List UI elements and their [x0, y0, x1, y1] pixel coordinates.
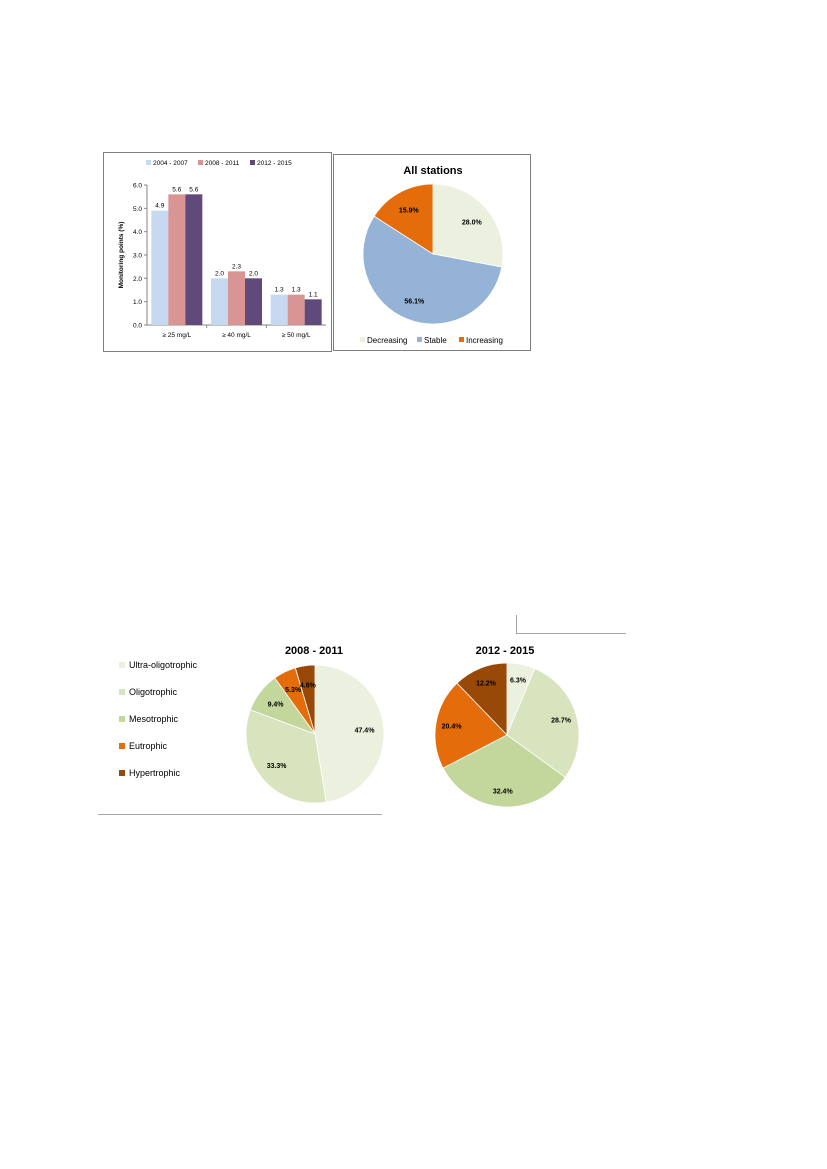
legend-swatch — [119, 689, 125, 695]
legend-swatch — [119, 662, 125, 668]
bar-data-label: 1.3 — [292, 287, 301, 294]
legend-label-2004-2007: 2004 - 2007 — [153, 160, 188, 167]
legend-swatch-2008-2011 — [198, 160, 203, 165]
y-tick-label: 4.0 — [133, 229, 142, 236]
y-tick-label: 3.0 — [133, 253, 142, 260]
bar-data-label: 1.3 — [275, 287, 284, 294]
frame-line-vertical — [516, 615, 517, 634]
pie-2008-2011-slice-ultra-oligotrophic — [314, 664, 385, 803]
legend-swatch-increasing — [459, 337, 464, 342]
all-stations-title: All stations — [403, 165, 462, 177]
legend-item-hypertrophic: Hypertrophic — [119, 768, 180, 778]
pie-2012-2015-label-eutrophic: 20.4% — [442, 723, 463, 730]
legend-label: Ultra-oligotrophic — [129, 660, 198, 670]
x-tick-label: ≥ 50 mg/L — [282, 332, 311, 339]
bar-data-label: 2.3 — [232, 263, 241, 270]
bar-data-label: 2.0 — [249, 270, 258, 277]
legend-item-oligotrophic: Oligotrophic — [119, 687, 177, 697]
y-tick-label: 2.0 — [133, 276, 142, 283]
legend-label: Mesotrophic — [129, 714, 179, 724]
bar-2012-2015-3 — [304, 299, 322, 325]
pie-2008-2011-slice-hypertrophic — [294, 664, 316, 735]
pie-2012-2015-label-hypertrophic: 12.2% — [476, 680, 497, 687]
all-stations-label-increasing: 15.9% — [399, 207, 420, 214]
pie-2008-2011-label-oligotrophic: 33.3% — [267, 763, 288, 770]
pie-2012-2015-slice-mesotrophic — [442, 734, 566, 808]
x-tick-label: ≥ 40 mg/L — [222, 332, 251, 339]
pie-2008-2011-label-eutrophic: 5.3% — [285, 687, 302, 694]
pie-2012-2015-slice-ultra-oligotrophic — [506, 662, 536, 736]
y-tick-label: 5.0 — [133, 206, 142, 213]
legend-item-ultra-oligotrophic: Ultra-oligotrophic — [119, 660, 197, 670]
legend-label-2012-2015: 2012 - 2015 — [257, 160, 292, 167]
legend-swatch — [119, 770, 125, 776]
pie-2012-2015-slice-eutrophic — [434, 682, 508, 769]
pie-2012-2015-title: 2012 - 2015 — [476, 645, 535, 657]
pie-2012-2015-label-ultra-oligotrophic: 6.3% — [510, 677, 527, 684]
pie-2008-2011-slice-eutrophic — [274, 667, 316, 735]
bar-data-label: 4.9 — [155, 203, 164, 210]
pie-2008-2011-label-ultra-oligotrophic: 47.4% — [355, 727, 376, 734]
legend-swatch-stable — [417, 337, 422, 342]
legend-label-2008-2011: 2008 - 2011 — [205, 160, 240, 167]
pie-2008-2011-slice-mesotrophic — [249, 677, 317, 735]
all-stations-slice-stable — [362, 215, 503, 325]
y-axis-label: Monitoring points (%) — [118, 222, 125, 289]
all-stations-slice-increasing — [373, 183, 434, 255]
legend-item-mesotrophic: Mesotrophic — [119, 714, 178, 724]
all-stations-label-stable: 56.1% — [404, 298, 425, 305]
all-stations-slice-decreasing — [432, 183, 504, 268]
legend-item-eutrophic: Eutrophic — [119, 741, 167, 751]
bar-2004-2007-1 — [151, 210, 169, 325]
bar-data-label: 5.6 — [172, 186, 181, 193]
bar-2012-2015-1 — [185, 194, 203, 325]
bar-2008-2011-1 — [168, 194, 186, 325]
bar-2008-2011-2 — [228, 271, 245, 325]
pie-2012-2015-slice-oligotrophic — [506, 668, 580, 778]
bar-chart-panel: 0.0 1.0 2.0 3.0 4.0 5.0 6.0 Monitoring points (… — [103, 152, 332, 352]
legend-swatch-decreasing — [360, 337, 365, 342]
pie-2012-2015-label-oligotrophic: 28.7% — [551, 717, 572, 724]
legend-label-stable: Stable — [424, 336, 447, 345]
pie-2008-2011-title: 2008 - 2011 — [285, 645, 343, 657]
frame-line-top-right — [516, 633, 626, 634]
legend-label-decreasing: Decreasing — [367, 336, 407, 345]
legend-label-increasing: Increasing — [466, 336, 503, 345]
legend-swatch — [119, 743, 125, 749]
bar-2004-2007-3 — [270, 294, 288, 325]
bar-2012-2015-2 — [245, 278, 262, 325]
pie-2008-2011-slice-oligotrophic — [245, 709, 327, 804]
frame-line-bottom-left — [98, 814, 382, 815]
legend-label: Oligotrophic — [129, 687, 178, 697]
y-tick-label: 6.0 — [133, 183, 142, 190]
bar-chart: 0.0 1.0 2.0 3.0 4.0 5.0 6.0 Monitoring points (… — [118, 160, 326, 339]
pie-2012-2015-label-mesotrophic: 32.4% — [493, 789, 514, 796]
bar-data-label: 5.6 — [189, 186, 198, 193]
legend-swatch-2012-2015 — [250, 160, 255, 165]
all-stations-label-decreasing: 28.0% — [462, 219, 483, 226]
bar-2008-2011-3 — [287, 294, 305, 325]
bar-2004-2007-2 — [211, 278, 228, 325]
all-stations-pie-panel: All stations 28.0% 56.1% 15.9% Decreasing Sta… — [333, 154, 531, 351]
bar-data-label: 2.0 — [215, 270, 224, 277]
legend-label: Eutrophic — [129, 741, 168, 751]
y-tick-label: 0.0 — [133, 323, 142, 330]
pie-2008-2011-label-mesotrophic: 9.4% — [268, 701, 285, 708]
x-tick-label: ≥ 25 mg/L — [162, 332, 191, 339]
y-tick-label: 1.0 — [133, 299, 142, 306]
pie-2012-2015-slice-hypertrophic — [456, 662, 508, 736]
legend-swatch-2004-2007 — [146, 160, 151, 165]
legend-swatch — [119, 716, 125, 722]
pie-2008-2011-label-hypertrophic: 4.6% — [300, 682, 317, 689]
legend-label: Hypertrophic — [129, 768, 181, 778]
all-stations-pie-chart: All stations 28.0% 56.1% 15.9% Decreasing Sta… — [360, 165, 504, 345]
bar-data-label: 1.1 — [309, 291, 318, 298]
